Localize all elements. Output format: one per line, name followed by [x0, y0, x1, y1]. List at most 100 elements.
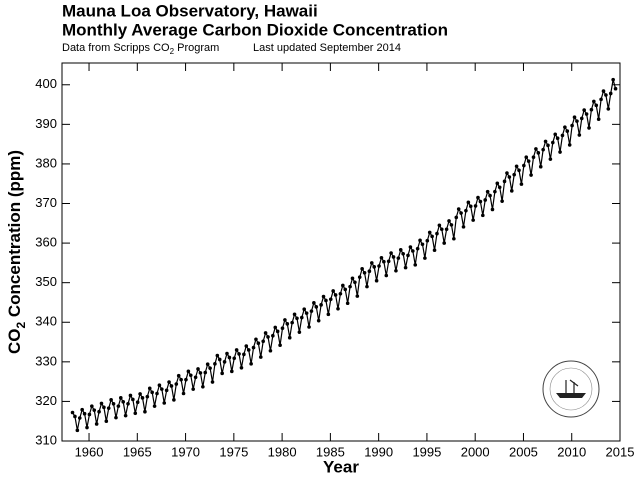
y-label-rest: Concentration (ppm) [5, 150, 24, 322]
data-point [263, 331, 268, 335]
data-point [123, 413, 128, 418]
data-point [423, 256, 427, 260]
data-point [312, 301, 316, 305]
data-point [471, 218, 475, 222]
data-point [102, 405, 106, 410]
data-point [326, 312, 331, 317]
data-point [512, 172, 516, 177]
data-point [196, 367, 200, 371]
data-point [249, 362, 253, 366]
data-point [314, 305, 319, 309]
data-point [348, 284, 352, 289]
data-point [94, 422, 99, 426]
data-point [572, 115, 577, 120]
data-point [478, 199, 483, 204]
data-point [377, 264, 381, 268]
data-point [266, 335, 270, 339]
data-point [77, 416, 82, 420]
data-point [454, 215, 459, 220]
data-point [319, 303, 323, 307]
data-point [302, 307, 307, 311]
data-point [456, 207, 461, 211]
data-point [210, 380, 215, 384]
data-point [538, 164, 543, 169]
data-point [476, 195, 480, 200]
data-point [493, 189, 497, 194]
data-point [579, 116, 584, 121]
data-point [230, 369, 234, 374]
data-point [522, 163, 526, 168]
data-point [442, 241, 447, 245]
data-point [567, 143, 572, 147]
data-point [176, 373, 181, 378]
data-point [514, 164, 519, 169]
data-point [435, 231, 439, 236]
data-point [601, 89, 606, 93]
data-point [106, 406, 111, 410]
data-point [372, 265, 377, 269]
data-point [290, 320, 294, 325]
data-point [418, 238, 422, 243]
data-point [239, 365, 244, 370]
y-tick-label: 330 [35, 353, 57, 368]
data-point [563, 125, 567, 129]
data-point [205, 362, 210, 367]
data-point [285, 322, 290, 326]
data-point [353, 280, 357, 285]
data-point [459, 211, 463, 215]
data-point [87, 412, 92, 417]
data-point [449, 223, 454, 227]
data-point [444, 227, 449, 232]
data-point [275, 329, 280, 334]
data-point [608, 91, 613, 96]
data-point [271, 333, 275, 338]
data-point [589, 107, 594, 112]
data-point [483, 198, 488, 202]
data-point [198, 371, 203, 375]
data-point [389, 251, 393, 255]
data-point [140, 396, 145, 400]
x-tick-label: 2005 [509, 444, 538, 459]
data-point [386, 259, 391, 264]
data-point [360, 267, 364, 271]
data-point [242, 352, 246, 357]
data-point [406, 253, 410, 258]
data-point [184, 377, 188, 382]
data-point [244, 344, 249, 348]
data-point [111, 401, 116, 406]
data-point [304, 311, 309, 315]
data-point [309, 309, 314, 313]
data-point [587, 126, 591, 130]
data-point [384, 273, 389, 278]
data-point [413, 263, 418, 267]
data-point [131, 397, 135, 402]
data-point [121, 400, 126, 404]
plot-frame [61, 62, 621, 442]
data-point [80, 407, 84, 412]
data-point [283, 318, 287, 322]
data-point [295, 316, 299, 321]
data-point [155, 391, 159, 396]
y-label-text: CO [5, 329, 24, 355]
data-point [447, 219, 451, 223]
data-point [114, 415, 118, 420]
data-line [72, 79, 617, 431]
data-point [420, 242, 425, 247]
data-point [577, 133, 582, 137]
data-point [396, 256, 401, 260]
y-tick-label: 360 [35, 235, 57, 250]
data-point [157, 383, 162, 387]
data-point [73, 414, 77, 419]
data-point [398, 248, 403, 252]
data-point [502, 179, 507, 184]
data-point [297, 330, 302, 334]
chart-subtitle: Monthly Average Carbon Dioxide Concentra… [62, 20, 448, 39]
data-point [261, 339, 265, 344]
data-point [596, 117, 601, 122]
data-point [99, 401, 104, 406]
data-point [256, 341, 261, 346]
data-point [555, 136, 560, 141]
data-point [473, 204, 478, 208]
data-point [548, 157, 553, 161]
